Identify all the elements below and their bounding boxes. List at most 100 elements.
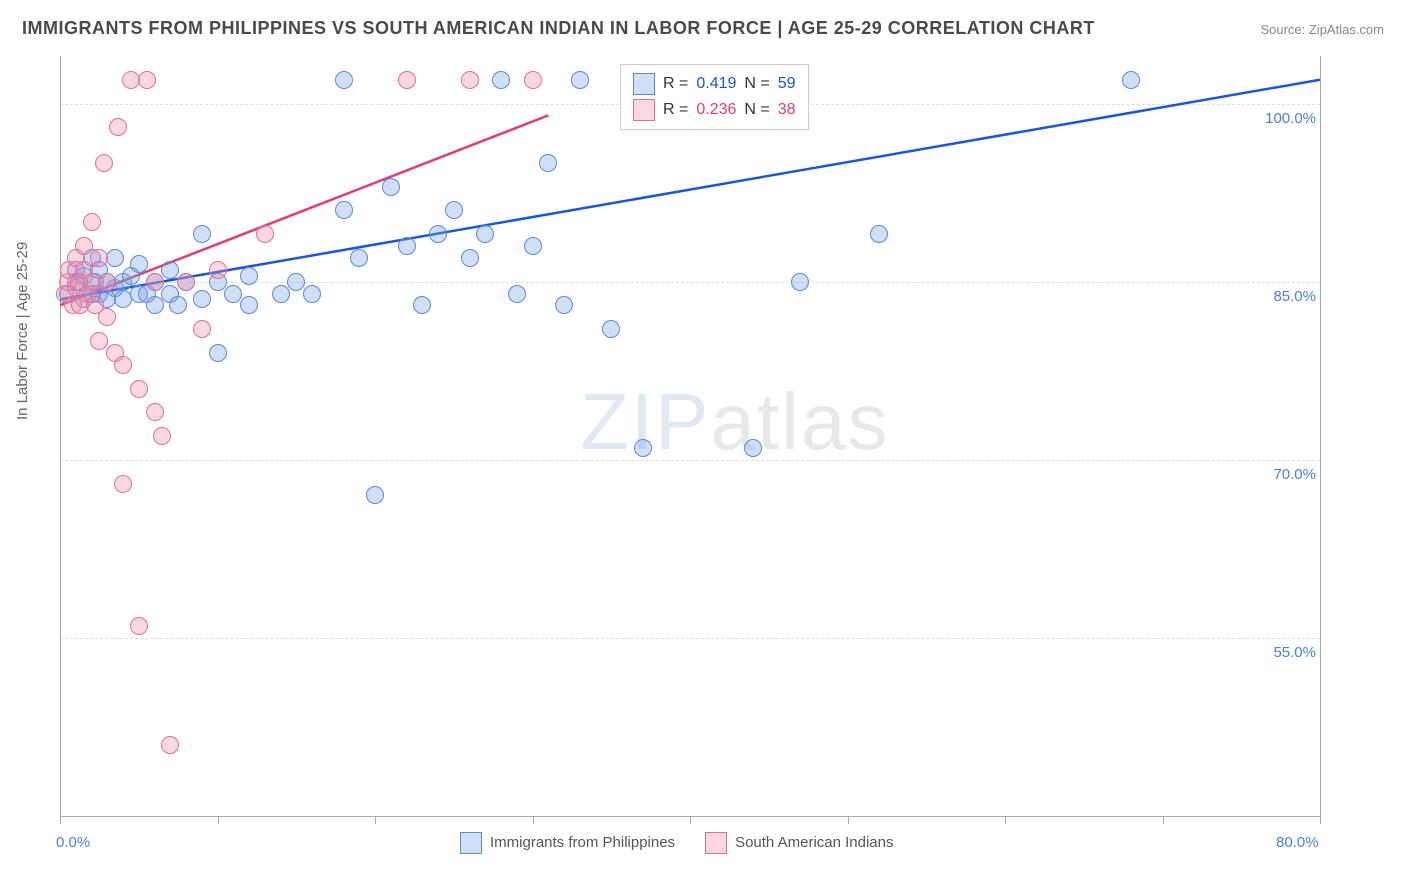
data-point: [335, 71, 353, 89]
data-point: [634, 439, 652, 457]
data-point: [240, 267, 258, 285]
data-point: [524, 71, 542, 89]
legend-r-label: R =: [663, 101, 688, 119]
data-point: [153, 427, 171, 445]
data-point: [429, 225, 447, 243]
trend-lines: [60, 56, 1330, 826]
series-legend-label: Immigrants from Philippines: [490, 834, 675, 851]
y-tick-label: 55.0%: [1260, 644, 1316, 661]
data-point: [161, 261, 179, 279]
data-point: [209, 344, 227, 362]
data-point: [602, 320, 620, 338]
data-point: [106, 249, 124, 267]
data-point: [83, 213, 101, 231]
data-point: [571, 71, 589, 89]
x-tick-mark: [848, 816, 849, 824]
data-point: [382, 178, 400, 196]
legend-swatch: [633, 99, 655, 121]
series-legend-item: Immigrants from Philippines: [460, 832, 675, 854]
stats-legend-row: R = 0.236 N = 38: [633, 97, 796, 123]
data-point: [146, 403, 164, 421]
stats-legend-row: R = 0.419 N = 59: [633, 71, 796, 97]
series-legend-item: South American Indians: [705, 832, 893, 854]
gridline: [60, 460, 1320, 461]
data-point: [524, 237, 542, 255]
data-point: [870, 225, 888, 243]
data-point: [75, 237, 93, 255]
chart-plot-area: ZIPatlas 100.0%85.0%70.0%55.0%0.0%80.0% …: [60, 56, 1370, 836]
x-tick-mark: [218, 816, 219, 824]
data-point: [256, 225, 274, 243]
legend-swatch: [460, 832, 482, 854]
chart-title: IMMIGRANTS FROM PHILIPPINES VS SOUTH AME…: [22, 18, 1095, 39]
data-point: [398, 71, 416, 89]
legend-r-value: 0.236: [696, 101, 736, 119]
y-tick-label: 85.0%: [1260, 288, 1316, 305]
source-link[interactable]: ZipAtlas.com: [1309, 22, 1384, 37]
data-point: [445, 201, 463, 219]
x-tick-mark: [1005, 816, 1006, 824]
x-tick-mark: [60, 816, 61, 824]
data-point: [272, 285, 290, 303]
data-point: [161, 736, 179, 754]
data-point: [95, 154, 113, 172]
legend-n-label: N =: [744, 75, 769, 93]
x-tick-mark: [690, 816, 691, 824]
data-point: [350, 249, 368, 267]
legend-n-label: N =: [744, 101, 769, 119]
data-point: [130, 617, 148, 635]
data-point: [744, 439, 762, 457]
data-point: [90, 332, 108, 350]
data-point: [461, 71, 479, 89]
data-point: [413, 296, 431, 314]
legend-n-value: 59: [778, 75, 796, 93]
data-point: [193, 320, 211, 338]
data-point: [492, 71, 510, 89]
data-point: [508, 285, 526, 303]
data-point: [193, 225, 211, 243]
legend-r-value: 0.419: [696, 75, 736, 93]
data-point: [169, 296, 187, 314]
data-point: [130, 380, 148, 398]
series-legend: Immigrants from Philippines South America…: [460, 832, 894, 854]
data-point: [224, 285, 242, 303]
data-point: [1122, 71, 1140, 89]
source-attribution: Source: ZipAtlas.com: [1260, 22, 1384, 37]
x-tick-mark: [1163, 816, 1164, 824]
data-point: [555, 296, 573, 314]
data-point: [193, 290, 211, 308]
x-tick-mark: [375, 816, 376, 824]
data-point: [476, 225, 494, 243]
data-point: [114, 356, 132, 374]
data-point: [791, 273, 809, 291]
data-point: [177, 273, 195, 291]
watermark: ZIPatlas: [580, 376, 889, 468]
data-point: [240, 296, 258, 314]
data-point: [366, 486, 384, 504]
data-point: [114, 475, 132, 493]
data-point: [138, 71, 156, 89]
axis-right: [1320, 56, 1321, 816]
data-point: [109, 118, 127, 136]
data-point: [98, 273, 116, 291]
data-point: [303, 285, 321, 303]
x-tick-label: 0.0%: [56, 834, 90, 851]
data-point: [146, 273, 164, 291]
stats-legend: R = 0.419 N = 59 R = 0.236 N = 38: [620, 64, 809, 130]
source-label: Source:: [1260, 22, 1308, 37]
y-tick-label: 100.0%: [1260, 110, 1316, 127]
legend-r-label: R =: [663, 75, 688, 93]
data-point: [398, 237, 416, 255]
data-point: [98, 308, 116, 326]
x-tick-mark: [533, 816, 534, 824]
data-point: [130, 255, 148, 273]
gridline: [60, 638, 1320, 639]
x-tick-label: 80.0%: [1276, 834, 1319, 851]
legend-n-value: 38: [778, 101, 796, 119]
x-tick-mark: [1320, 816, 1321, 824]
legend-swatch: [705, 832, 727, 854]
legend-swatch: [633, 73, 655, 95]
data-point: [539, 154, 557, 172]
data-point: [335, 201, 353, 219]
y-tick-label: 70.0%: [1260, 466, 1316, 483]
